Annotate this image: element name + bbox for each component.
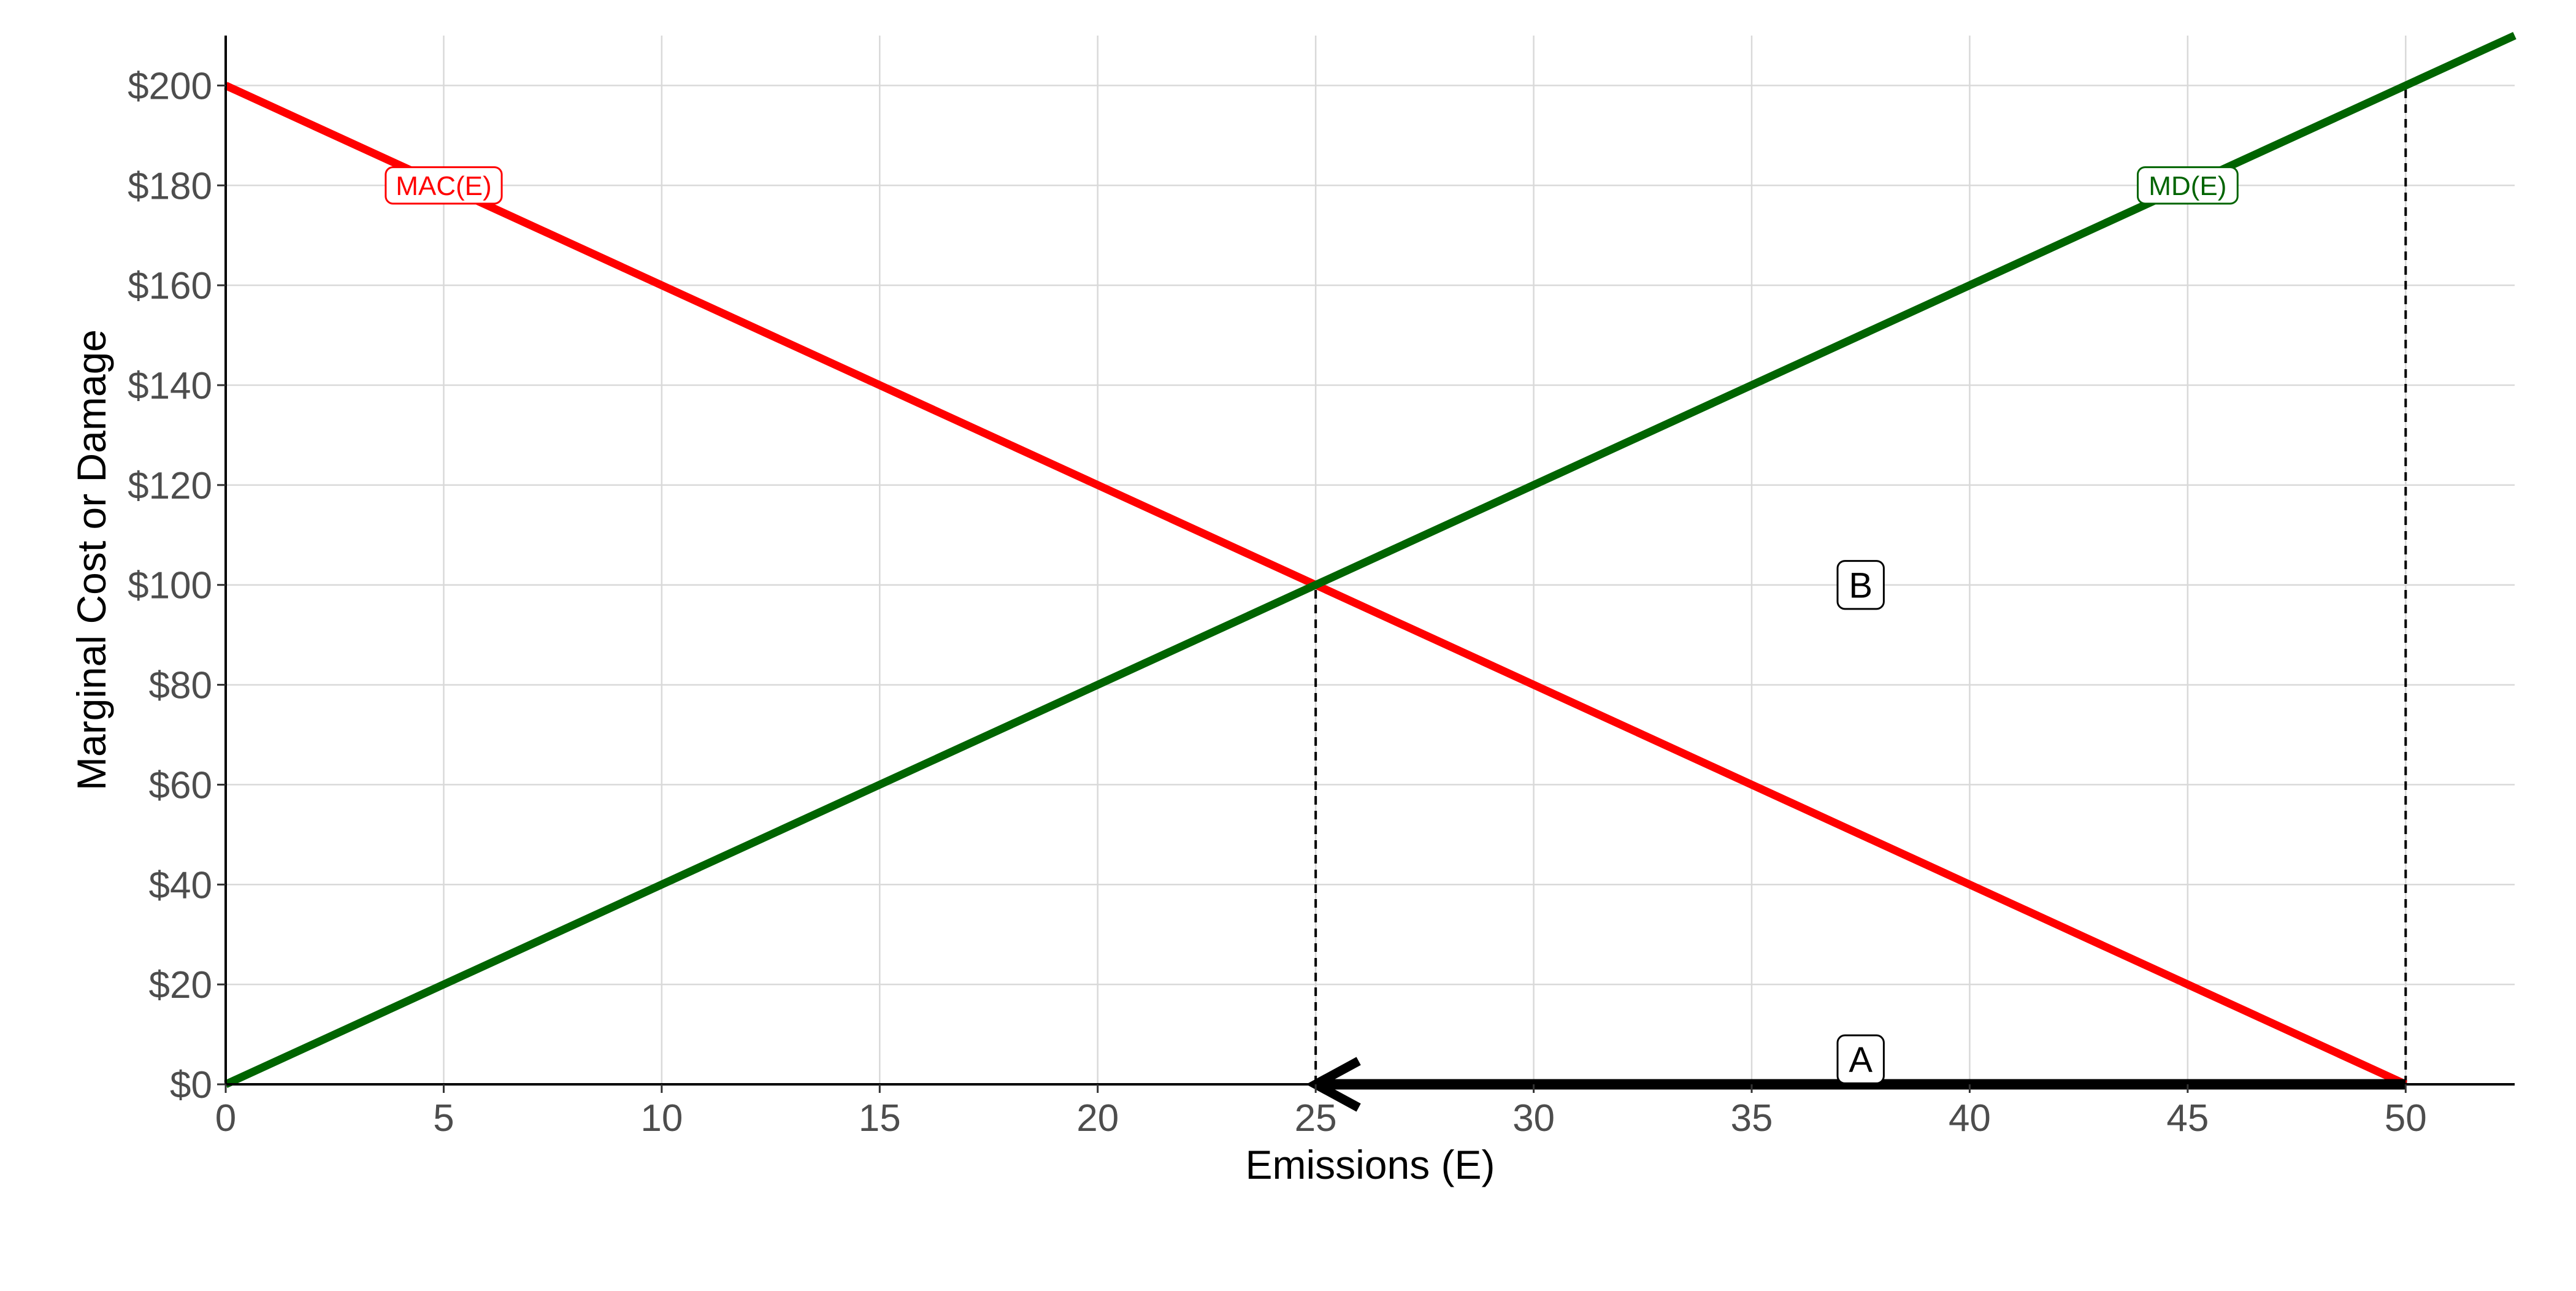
y-tick-label: $60	[149, 764, 212, 806]
annotation-b-box	[1836, 560, 1885, 610]
y-tick-label: $20	[149, 964, 212, 1006]
x-axis-title: Emissions (E)	[1245, 1142, 1495, 1187]
series-lines	[224, 32, 2517, 1088]
y-tick-label: $120	[128, 465, 212, 507]
x-tick-label: 0	[215, 1097, 236, 1140]
series-labels: MAC(E) MD(E)	[385, 166, 2239, 205]
annotations: AB	[1836, 560, 1885, 1084]
y-tick-label: $180	[128, 165, 212, 207]
annotation-a-text: A	[1849, 1040, 1873, 1080]
x-tick-label: 50	[2385, 1097, 2427, 1140]
y-tick-label: $0	[170, 1064, 212, 1106]
x-tick-label: 5	[433, 1097, 454, 1140]
annotation-b-text: B	[1849, 566, 1873, 606]
annotation-b: B	[1836, 560, 1885, 610]
x-tick-label: 10	[640, 1097, 683, 1140]
annotation-a-box	[1836, 1034, 1885, 1084]
y-tick-label: $100	[128, 565, 212, 607]
md-e-label: MD(E)	[2136, 166, 2239, 205]
mac-e-label-box	[385, 166, 503, 205]
x-tick-label: 45	[2166, 1097, 2209, 1140]
x-tick-label: 30	[1512, 1097, 1555, 1140]
md-e-label-text: MD(E)	[2149, 171, 2226, 201]
y-tick-label: $160	[128, 265, 212, 307]
reference-lines	[1314, 85, 2407, 1084]
x-tick-label: 40	[1949, 1097, 1991, 1140]
y-tick-label: $200	[128, 65, 212, 107]
mac-e-label-text: MAC(E)	[396, 171, 491, 201]
y-axis-title: Marginal Cost or Damage	[69, 329, 114, 791]
y-tick-label: $140	[128, 365, 212, 407]
md-e-label-box	[2136, 166, 2239, 205]
axes: 0 5 10 15 20 25 30 35 40 45 50 $0 $20 $40 $60 $80 $100 $1…	[128, 36, 2515, 1140]
md-e-line	[224, 32, 2517, 1088]
x-tick-label: 25	[1295, 1097, 1337, 1140]
x-tick-label: 20	[1076, 1097, 1119, 1140]
mac-e-label: MAC(E)	[385, 166, 503, 205]
y-tick-label: $80	[149, 665, 212, 707]
y-tick-label: $40	[149, 864, 212, 906]
x-tick-label: 15	[859, 1097, 901, 1140]
annotation-a: A	[1836, 1034, 1885, 1084]
x-tick-label: 35	[1731, 1097, 1773, 1140]
